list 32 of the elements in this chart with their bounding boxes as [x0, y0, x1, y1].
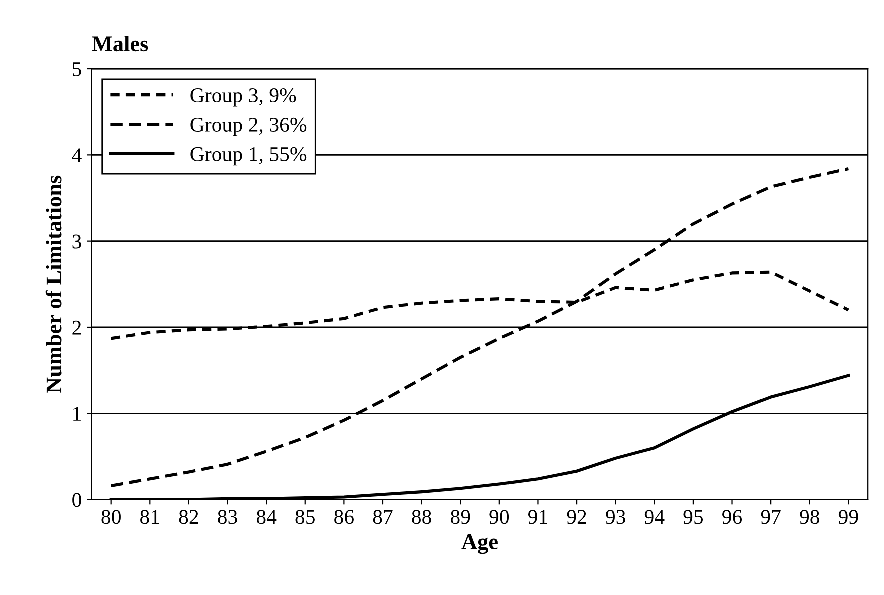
x-tick-label: 93: [606, 510, 626, 524]
legend-label: Group 2, 36%: [190, 118, 307, 136]
x-tick-label: 95: [684, 510, 704, 524]
x-tick-label: 92: [567, 510, 586, 524]
x-tick-label: 98: [800, 510, 820, 524]
chart-title: Males: [92, 36, 148, 52]
y-tick-label: 1: [74, 407, 81, 421]
y-tick-label: 4: [72, 148, 82, 162]
x-tick-label: 86: [334, 510, 354, 524]
y-axis-title: Number of Limitations: [46, 176, 62, 394]
x-tick-label: 80: [102, 510, 121, 524]
x-tick-label: 90: [490, 510, 510, 524]
legend-label: Group 3, 9%: [190, 88, 296, 107]
x-tick-label: 99: [838, 510, 858, 524]
x-tick-label: 81: [140, 510, 160, 524]
x-tick-label: 88: [412, 510, 432, 524]
legend-label: Group 1, 55%: [190, 147, 307, 166]
y-tick-label: 3: [72, 234, 82, 249]
x-tick-label: 96: [722, 510, 742, 524]
x-tick-label: 89: [450, 510, 470, 524]
y-tick-label: 5: [73, 62, 82, 76]
x-tick-label: 97: [761, 510, 781, 524]
x-tick-label: 87: [373, 510, 393, 524]
x-tick-label: 82: [179, 510, 198, 524]
x-tick-label: 83: [218, 510, 238, 524]
y-tick-label: 0: [72, 493, 82, 508]
x-tick-label: 91: [528, 510, 548, 524]
x-axis-title: Age: [462, 534, 498, 554]
y-tick-label: 2: [72, 320, 82, 335]
x-tick-label: 85: [296, 510, 315, 524]
x-tick-label: 94: [644, 510, 665, 524]
x-tick-label: 84: [256, 510, 277, 524]
